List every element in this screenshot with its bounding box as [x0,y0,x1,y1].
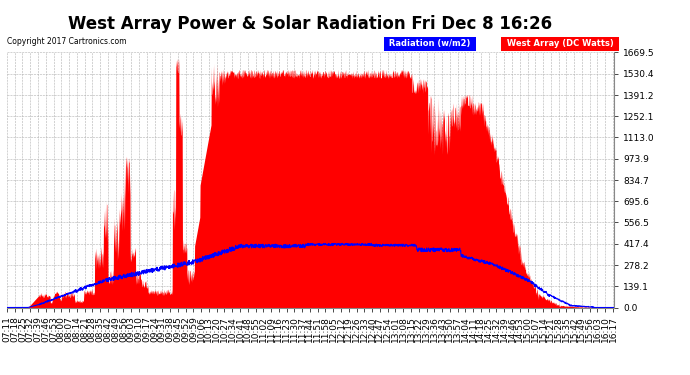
Text: West Array Power & Solar Radiation Fri Dec 8 16:26: West Array Power & Solar Radiation Fri D… [68,15,553,33]
Text: West Array (DC Watts): West Array (DC Watts) [504,39,616,48]
Text: Radiation (w/m2): Radiation (w/m2) [386,39,473,48]
Text: Copyright 2017 Cartronics.com: Copyright 2017 Cartronics.com [7,38,126,46]
